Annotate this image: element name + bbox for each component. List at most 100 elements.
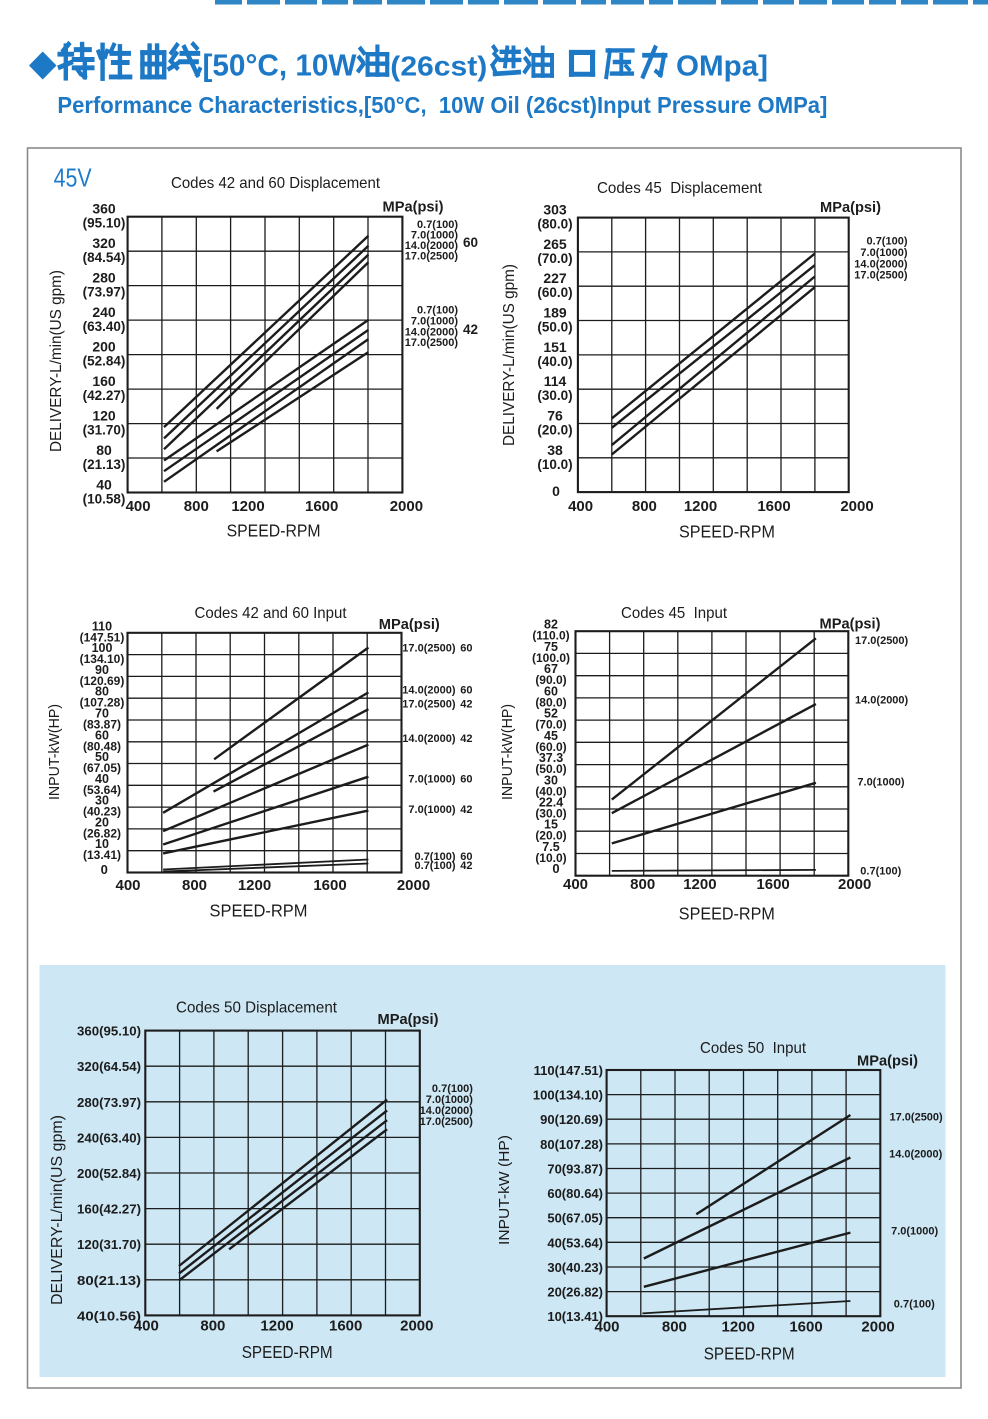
svg-text:MPa(psi): MPa(psi) <box>820 199 881 216</box>
svg-text:SPEED-RPM: SPEED-RPM <box>210 901 308 921</box>
svg-text:15: 15 <box>544 818 558 832</box>
svg-text:Codes 50 Displacement: Codes 50 Displacement <box>176 1000 338 1017</box>
svg-text:(73.97): (73.97) <box>83 285 126 300</box>
svg-text:17.0(2500): 17.0(2500) <box>854 269 908 281</box>
svg-text:MPa(psi): MPa(psi) <box>383 199 444 216</box>
svg-text:(84.54): (84.54) <box>83 250 126 265</box>
svg-text:40(53.64): 40(53.64) <box>547 1235 603 1250</box>
svg-text:[50°C, 10W: [50°C, 10W <box>203 48 358 83</box>
svg-text:7.0(1000): 7.0(1000) <box>426 1094 473 1106</box>
svg-text:189: 189 <box>543 305 567 321</box>
svg-text:Codes 50 Input: Codes 50 Input <box>700 1040 807 1057</box>
svg-text:14.0(2000): 14.0(2000) <box>889 1149 943 1161</box>
svg-text:30: 30 <box>95 794 109 808</box>
svg-text:120: 120 <box>92 408 116 424</box>
svg-text:100(134.10): 100(134.10) <box>533 1088 603 1103</box>
svg-text:SPEED-RPM: SPEED-RPM <box>242 1342 333 1362</box>
svg-text:40(10.56): 40(10.56) <box>77 1308 141 1323</box>
svg-text:70: 70 <box>95 707 109 721</box>
svg-text:Codes 45 Displacement: Codes 45 Displacement <box>597 180 763 197</box>
svg-text:2000: 2000 <box>400 1317 433 1334</box>
svg-text:265: 265 <box>543 236 567 252</box>
svg-text:14.0(2000): 14.0(2000) <box>402 733 456 745</box>
svg-text:MPa(psi): MPa(psi) <box>820 616 881 633</box>
svg-text:(67.05): (67.05) <box>83 761 121 775</box>
svg-text:SPEED-RPM: SPEED-RPM <box>679 522 775 542</box>
svg-text:0: 0 <box>101 862 108 877</box>
svg-text:0.7(100): 0.7(100) <box>417 305 458 317</box>
svg-text:(10.0): (10.0) <box>535 851 566 865</box>
svg-text:(13.41): (13.41) <box>83 848 121 862</box>
svg-text:(80.48): (80.48) <box>83 739 121 753</box>
svg-text:(10.58): (10.58) <box>83 492 126 507</box>
svg-text:400: 400 <box>126 498 151 515</box>
svg-text:1600: 1600 <box>756 876 789 893</box>
svg-text:0.7(100): 0.7(100) <box>417 219 458 231</box>
svg-text:(90.0): (90.0) <box>535 673 566 687</box>
svg-text:60: 60 <box>460 643 472 655</box>
svg-text:360: 360 <box>92 201 116 217</box>
svg-text:(42.27): (42.27) <box>83 388 126 403</box>
svg-text:(40.0): (40.0) <box>535 784 566 798</box>
svg-text:320: 320 <box>92 235 116 251</box>
svg-text:82: 82 <box>544 618 558 632</box>
svg-text:Codes 42 and 60 Input: Codes 42 and 60 Input <box>195 605 348 622</box>
svg-text:200(52.84): 200(52.84) <box>77 1166 141 1181</box>
svg-text:0.7(100): 0.7(100) <box>415 851 456 863</box>
svg-text:Codes 45 Input: Codes 45 Input <box>621 605 728 622</box>
svg-text:1200: 1200 <box>231 498 264 515</box>
svg-text:42: 42 <box>460 804 472 816</box>
svg-text:280: 280 <box>92 270 116 286</box>
svg-text:0.7(100): 0.7(100) <box>894 1299 935 1311</box>
svg-text:67: 67 <box>544 662 558 676</box>
svg-text:(63.40): (63.40) <box>83 319 126 334</box>
svg-text:60: 60 <box>463 235 478 250</box>
svg-text:17.0(2500): 17.0(2500) <box>420 1116 474 1128</box>
svg-text:(20.0): (20.0) <box>537 423 572 438</box>
svg-text:0.7(100): 0.7(100) <box>432 1083 473 1095</box>
svg-text:30: 30 <box>544 773 558 787</box>
svg-text:120(31.70): 120(31.70) <box>77 1237 141 1252</box>
svg-text:800: 800 <box>630 876 655 893</box>
svg-text:800: 800 <box>184 498 209 515</box>
svg-text:(30.0): (30.0) <box>537 388 572 403</box>
svg-text:38: 38 <box>547 442 563 458</box>
svg-text:17.0(2500): 17.0(2500) <box>855 635 909 647</box>
svg-text:MPa(psi): MPa(psi) <box>857 1053 918 1070</box>
svg-text:60: 60 <box>95 728 109 742</box>
svg-text:42: 42 <box>463 322 478 337</box>
svg-text:(120.69): (120.69) <box>80 674 125 688</box>
svg-text:800: 800 <box>200 1317 225 1334</box>
svg-text:2000: 2000 <box>861 1319 894 1336</box>
svg-text:22.4: 22.4 <box>539 796 563 810</box>
svg-text:14.0(2000): 14.0(2000) <box>855 695 909 707</box>
svg-text:Performance Characteristics,[5: Performance Characteristics,[50°C, 10W O… <box>57 92 827 118</box>
svg-text:110(147.51): 110(147.51) <box>534 1063 603 1078</box>
svg-text:17.0(2500): 17.0(2500) <box>890 1112 944 1124</box>
svg-text:0.7(100): 0.7(100) <box>867 236 908 248</box>
svg-text:1600: 1600 <box>789 1319 822 1336</box>
svg-text:INPUT-kW(HP): INPUT-kW(HP) <box>46 704 63 800</box>
svg-text:DELIVERY-L/min(US gpm): DELIVERY-L/min(US gpm) <box>49 1115 66 1305</box>
svg-text:(95.10): (95.10) <box>83 216 126 231</box>
svg-text:(20.0): (20.0) <box>535 829 566 843</box>
svg-text:52: 52 <box>544 707 558 721</box>
svg-text:(60.0): (60.0) <box>535 740 566 754</box>
svg-text:200: 200 <box>92 339 116 355</box>
svg-text:42: 42 <box>460 860 472 872</box>
svg-text:7.0(1000): 7.0(1000) <box>857 777 904 789</box>
svg-text:SPEED-RPM: SPEED-RPM <box>704 1344 795 1364</box>
svg-text:DELIVERY-L/min(US gpm): DELIVERY-L/min(US gpm) <box>501 264 518 446</box>
svg-text:(26cst): (26cst) <box>390 51 487 82</box>
svg-text:(21.13): (21.13) <box>83 457 126 472</box>
svg-text:SPEED-RPM: SPEED-RPM <box>227 521 321 541</box>
svg-text:2000: 2000 <box>390 498 423 515</box>
svg-text:20: 20 <box>95 815 109 829</box>
svg-text:(107.28): (107.28) <box>80 696 125 710</box>
svg-text:7.0(1000): 7.0(1000) <box>408 774 455 786</box>
svg-text:400: 400 <box>568 498 593 515</box>
svg-text:2000: 2000 <box>840 498 873 515</box>
svg-text:400: 400 <box>594 1319 619 1336</box>
svg-text:80: 80 <box>96 442 112 458</box>
svg-text:0: 0 <box>552 483 560 499</box>
